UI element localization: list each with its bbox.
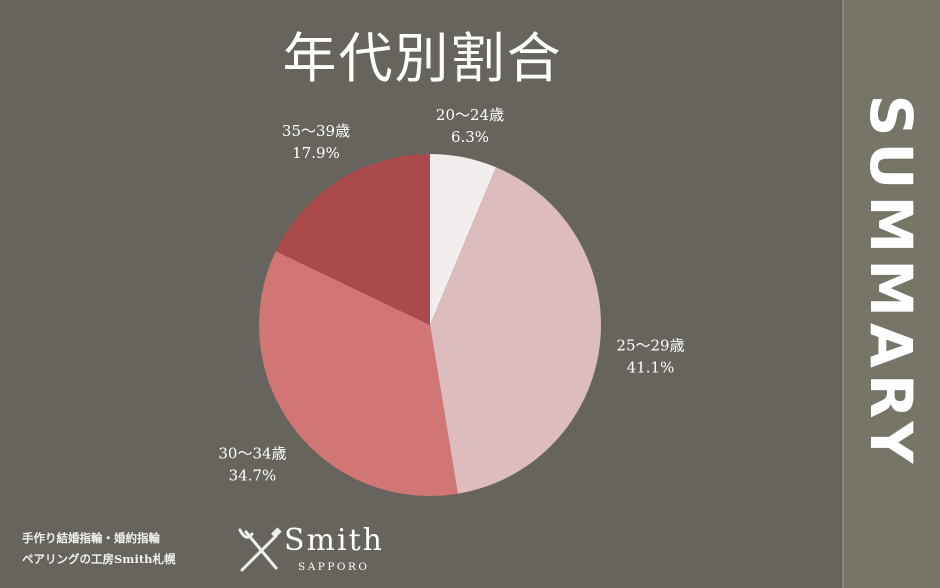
slice-category-label: 35〜39歳 — [282, 122, 350, 140]
chart-title: 年代別割合 — [282, 27, 563, 90]
slice-value-label: 34.7% — [229, 466, 277, 484]
slice-category-label: 25〜29歳 — [616, 337, 684, 355]
pie-slice-2 — [259, 251, 458, 497]
logo-name: Smith — [284, 523, 384, 558]
slice-value-label: 17.9% — [292, 144, 340, 162]
slice-category-label: 30〜34歳 — [218, 444, 286, 462]
side-panel — [842, 0, 940, 588]
slice-category-label: 20〜24歳 — [436, 106, 504, 124]
slice-value-label: 41.1% — [627, 359, 675, 377]
footer-text: 手作り結婚指輪・婚約指輪 ペアリングの工房Smith札幌 — [22, 528, 176, 570]
slice-value-label: 6.3% — [451, 128, 489, 146]
pie-slice-3 — [275, 154, 430, 325]
tools-logo-icon — [238, 527, 282, 572]
logo-sub: SAPPORO — [298, 561, 370, 573]
pie-slice-0 — [430, 154, 496, 325]
side-label: SUMMARY — [857, 94, 925, 470]
pie-chart: 20〜24歳 6.3% 25〜29歳 41.1% 30〜34歳 34.7% 35〜39歳 17… — [218, 106, 685, 497]
footer-line-2: ペアリングの工房Smith札幌 — [22, 552, 176, 566]
footer-line-1: 手作り結婚指輪・婚約指輪 — [22, 531, 160, 545]
pie-slice-1 — [430, 167, 601, 494]
